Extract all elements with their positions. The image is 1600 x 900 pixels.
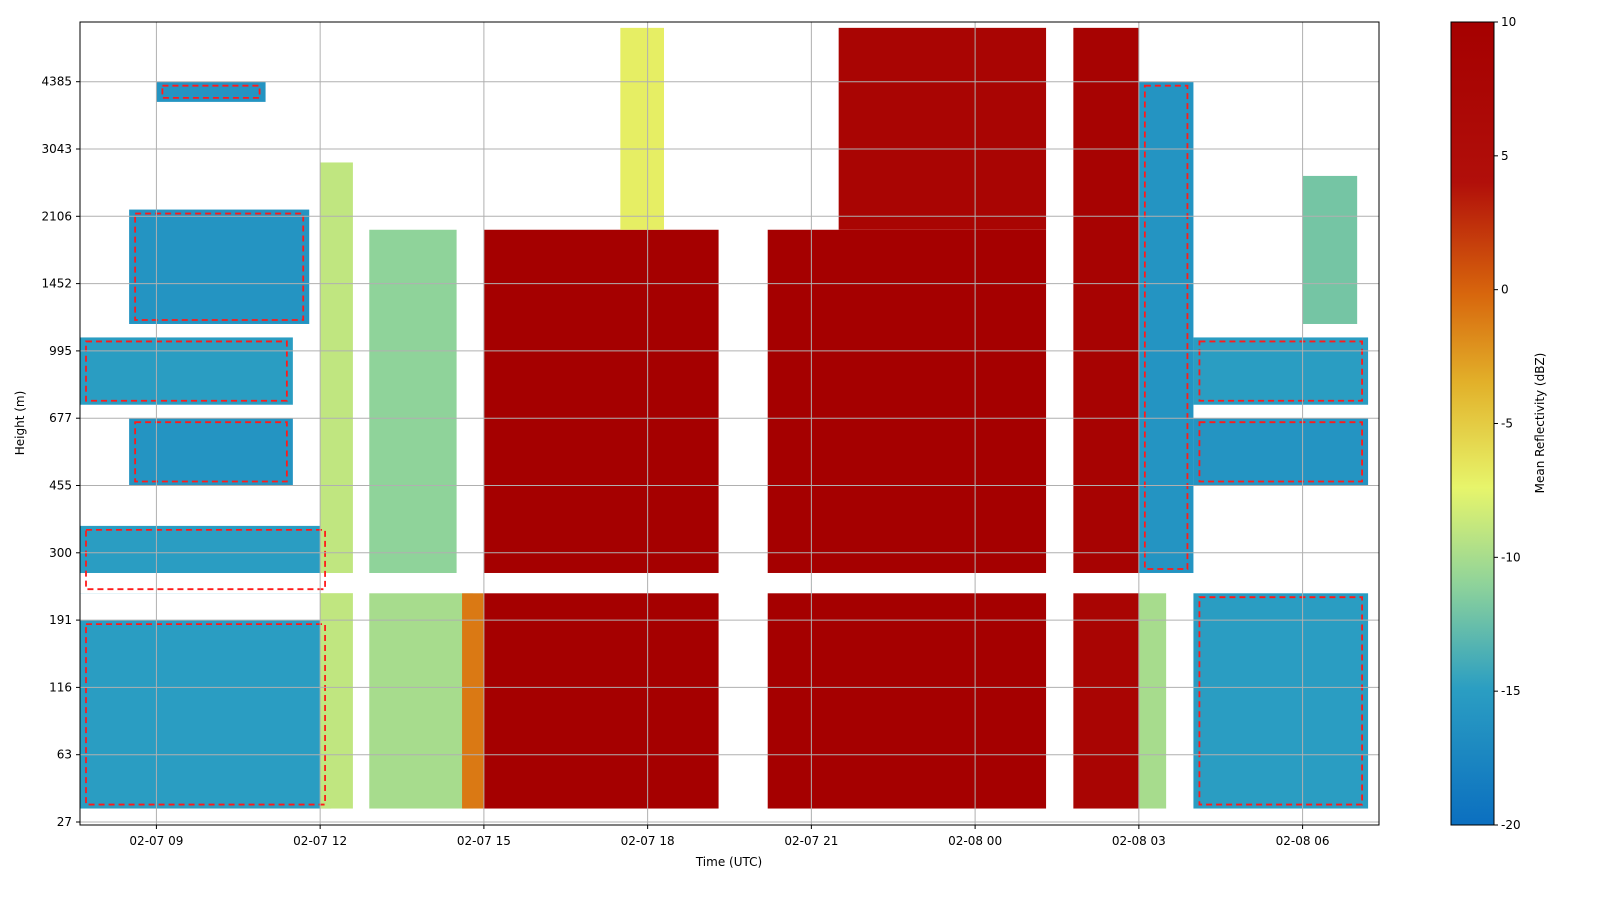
x-tick-label: 02-07 21: [784, 834, 838, 848]
x-tick-label: 02-08 06: [1276, 834, 1330, 848]
x-tick-label: 02-07 12: [293, 834, 347, 848]
y-tick-label: 2106: [41, 209, 72, 223]
reflectivity-region: [80, 620, 332, 809]
reflectivity-region: [1302, 175, 1358, 324]
reflectivity-region: [483, 229, 719, 573]
x-tick-label: 02-08 03: [1112, 834, 1166, 848]
colorbar-tick-label: 0: [1501, 283, 1509, 297]
y-tick-label: 63: [57, 748, 72, 762]
x-tick-label: 02-07 18: [621, 834, 675, 848]
colorbar-tick-label: -5: [1501, 417, 1513, 431]
contour-line: [134, 421, 288, 483]
y-tick-label: 455: [49, 479, 72, 493]
y-tick-label: 1452: [41, 277, 72, 291]
reflectivity-region: [156, 81, 266, 102]
colorbar-gradient: [1450, 21, 1495, 826]
reflectivity-region: [838, 27, 1047, 230]
contour-line: [1198, 340, 1363, 402]
contour-lines: [85, 84, 1363, 806]
y-tick-label: 191: [49, 613, 72, 627]
reflectivity-region: [620, 27, 665, 230]
reflectivity-region: [767, 229, 1047, 573]
contour-line: [1198, 421, 1363, 483]
reflectivity-region: [80, 337, 293, 405]
contour-line: [161, 84, 261, 99]
colorbar-tick-label: -10: [1501, 550, 1521, 564]
reflectivity-region: [129, 209, 310, 324]
reflectivity-region: [1073, 27, 1139, 573]
colorbar-label: Mean Reflectivity (dBZ): [1533, 353, 1547, 494]
reflectivity-region: [1193, 337, 1369, 405]
data-gaps: [80, 572, 1379, 594]
colorbar-ticks: -20 -15 -10 -5 0 5 10: [1494, 15, 1521, 832]
y-tick-label: 300: [49, 546, 72, 560]
reflectivity-region: [369, 593, 473, 809]
y-tick-label: 27: [57, 815, 72, 829]
y-tick-label: 995: [49, 344, 72, 358]
reflectivity-regions: [80, 27, 1369, 809]
colorbar-tick-label: 10: [1501, 15, 1516, 29]
plot-area: 02-07 09 02-07 12 02-07 15 02-07 18 02-07 21…: [41, 21, 1380, 848]
plot-frame: [79, 21, 1380, 826]
reflectivity-region: [483, 593, 719, 809]
contour-line: [1143, 84, 1189, 570]
x-tick-label: 02-07 15: [457, 834, 511, 848]
reflectivity-region: [1138, 593, 1167, 809]
reflectivity-region: [1193, 593, 1369, 809]
x-axis-label: Time (UTC): [695, 855, 762, 869]
x-tick-label: 02-07 09: [129, 834, 183, 848]
colorbar-tick-label: -15: [1501, 684, 1521, 698]
reflectivity-region: [767, 593, 1047, 809]
y-tick-label: 677: [49, 411, 72, 425]
colorbar-tick-label: -20: [1501, 818, 1521, 832]
y-tick-label: 4385: [41, 75, 72, 89]
x-tick-label: 02-08 00: [948, 834, 1002, 848]
contour-line: [1198, 596, 1363, 806]
y-axis-label: Height (m): [13, 391, 27, 456]
reflectivity-region: [462, 593, 484, 809]
colorbar: -20 -15 -10 -5 0 5 10 Mean Reflectivity (dBZ): [1450, 15, 1547, 832]
reflectivity-region: [1073, 593, 1139, 809]
contour-line: [85, 340, 288, 402]
y-tick-label: 3043: [41, 142, 72, 156]
reflectivity-region: [1138, 81, 1194, 573]
colorbar-tick-label: 5: [1501, 149, 1509, 163]
grid-lines: [80, 22, 1379, 825]
x-axis-ticks: 02-07 09 02-07 12 02-07 15 02-07 18 02-07 21…: [129, 825, 1330, 848]
y-tick-label: 116: [49, 680, 72, 694]
contour-line: [134, 212, 305, 321]
range-gap-band: [80, 572, 1379, 594]
reflectivity-region: [1193, 418, 1369, 486]
y-axis-ticks: 27 63 116 191 300 455 677 995 1452 2106 3043 4385: [41, 75, 80, 829]
reflectivity-region: [129, 418, 293, 486]
reflectivity-region: [369, 229, 457, 573]
